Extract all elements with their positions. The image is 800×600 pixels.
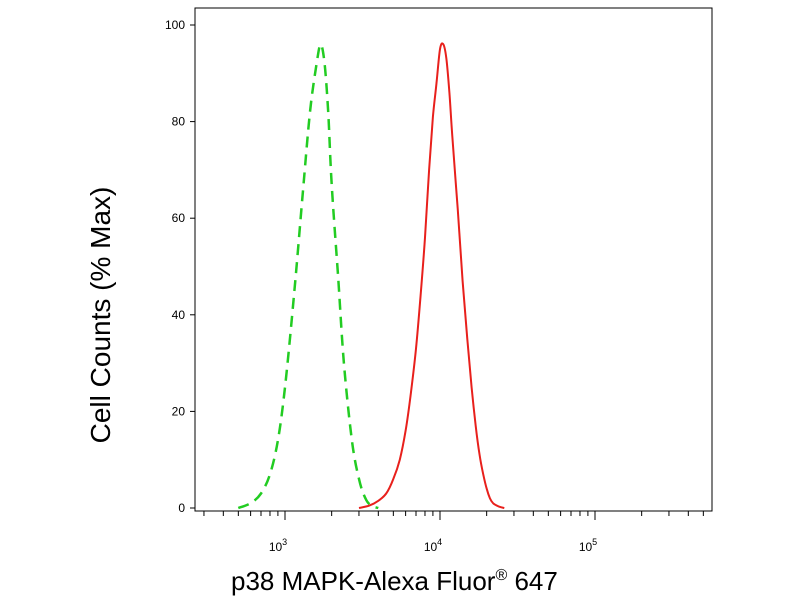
control-series-line (237, 43, 379, 510)
series-layer (237, 42, 505, 510)
y-tick-label: 0 (178, 501, 185, 515)
y-tick-label: 40 (172, 308, 186, 322)
y-tick-label: 100 (165, 18, 185, 32)
y-tick-label: 60 (172, 211, 186, 225)
x-axis-title-registered-mark: ® (495, 567, 507, 584)
x-tick-label: 105 (579, 537, 597, 554)
y-tick-label: 80 (172, 115, 186, 129)
sample-series-line (358, 42, 505, 509)
plot-border (194, 7, 713, 512)
plot-frame (194, 7, 713, 512)
x-axis-title: p38 MAPK-Alexa Fluor® 647 (231, 566, 558, 596)
x-tick-label: 103 (269, 537, 287, 554)
x-axis-title-suffix: 647 (507, 566, 558, 596)
x-tick-label: 104 (424, 537, 442, 554)
x-axis-title-main: p38 MAPK-Alexa Fluor (231, 566, 496, 596)
y-axis-ticks: 0 20 40 60 80 100 (165, 18, 195, 515)
x-axis-ticks: 103 104 105 (203, 511, 704, 554)
y-tick-label: 20 (172, 404, 186, 418)
y-axis-title: Cell Counts (% Max) (85, 187, 116, 444)
